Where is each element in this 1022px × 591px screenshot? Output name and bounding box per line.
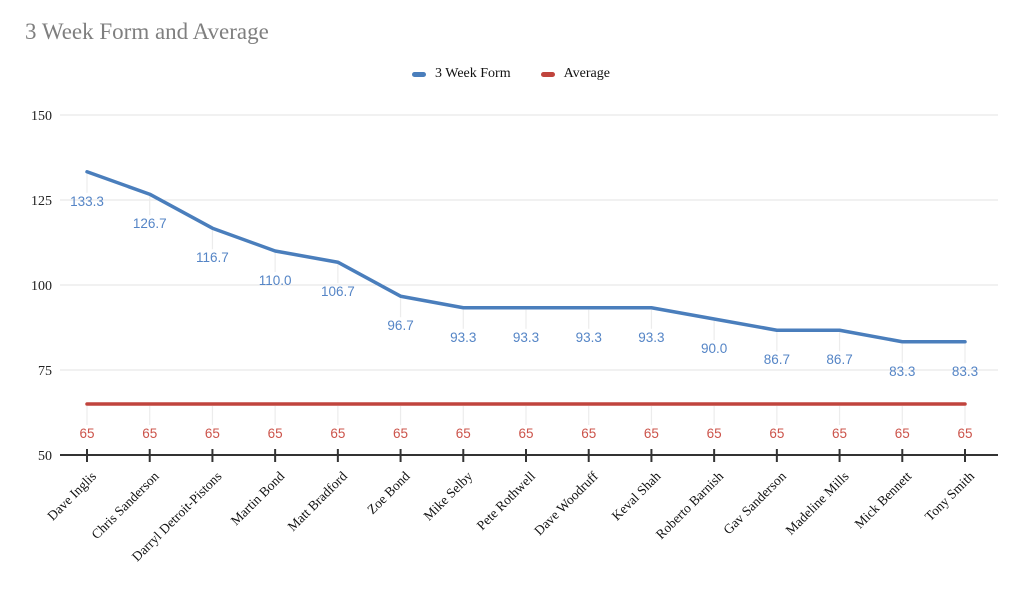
data-label: 133.3 — [70, 194, 104, 209]
data-label: 116.7 — [196, 250, 229, 265]
chart-title: 3 Week Form and Average — [25, 19, 269, 44]
legend-swatch-average — [540, 71, 555, 77]
data-label: 83.3 — [889, 364, 915, 379]
y-tick-label: 75 — [38, 364, 52, 379]
data-label: 65 — [895, 426, 910, 441]
data-label: 86.7 — [826, 352, 852, 367]
data-label: 65 — [707, 426, 722, 441]
legend-item-average[interactable]: Average — [540, 66, 610, 82]
data-label: 126.7 — [133, 216, 167, 231]
legend-swatch-3-week-form — [412, 71, 426, 77]
x-category-label: Dave Inglis — [44, 469, 99, 524]
x-category-label: Mike Selby — [421, 468, 476, 523]
x-category-label: Gav Sanderson — [720, 468, 789, 537]
data-label: 86.7 — [764, 352, 790, 367]
x-category-label: Roberto Barnish — [653, 468, 727, 542]
data-label: 93.3 — [576, 330, 602, 345]
data-label: 65 — [268, 426, 283, 441]
data-label: 65 — [518, 426, 533, 441]
x-category-label: Dave Woodruff — [531, 468, 601, 538]
data-label: 65 — [581, 426, 596, 441]
data-label: 65 — [456, 426, 471, 441]
y-tick-label: 100 — [31, 279, 52, 294]
data-label: 65 — [393, 426, 408, 441]
x-category-label: Zoe Bond — [364, 468, 413, 517]
legend-item-3-week-form[interactable]: 3 Week Form — [412, 66, 511, 82]
series-line — [85, 170, 967, 344]
legend: 3 Week Form Average — [0, 66, 1022, 82]
data-label: 65 — [142, 426, 157, 441]
data-label: 93.3 — [638, 330, 664, 345]
data-label: 93.3 — [450, 330, 476, 345]
x-category-label: Mick Bennett — [852, 468, 915, 531]
data-label: 65 — [957, 426, 972, 441]
data-label: 96.7 — [387, 318, 413, 333]
x-category-label: Matt Bradford — [284, 468, 350, 534]
data-label: 65 — [79, 426, 94, 441]
data-label: 65 — [205, 426, 220, 441]
legend-label-3-week-form: 3 Week Form — [435, 66, 511, 81]
data-label: 65 — [832, 426, 847, 441]
data-label: 65 — [769, 426, 784, 441]
data-label: 106.7 — [321, 284, 355, 299]
data-label: 65 — [644, 426, 659, 441]
y-tick-label: 150 — [31, 109, 52, 124]
data-label: 65 — [330, 426, 345, 441]
data-label: 90.0 — [701, 341, 727, 356]
y-tick-label: 50 — [38, 449, 52, 464]
y-tick-label: 125 — [31, 194, 52, 209]
legend-label-average: Average — [563, 66, 610, 81]
x-category-label: Keval Shah — [609, 468, 664, 523]
data-label: 83.3 — [952, 364, 978, 379]
x-category-label: Madeline Mills — [782, 469, 851, 538]
data-label: 93.3 — [513, 330, 539, 345]
x-category-label: Tony Smith — [922, 468, 977, 523]
x-category-label: Martin Bond — [228, 468, 288, 528]
x-category-label: Pete Rothwell — [474, 468, 539, 533]
data-label: 110.0 — [259, 273, 292, 288]
